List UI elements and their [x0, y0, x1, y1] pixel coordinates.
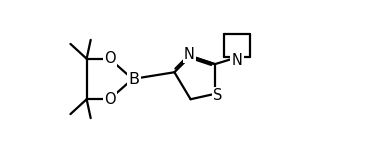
- Text: O: O: [104, 51, 115, 66]
- Text: N: N: [184, 47, 195, 62]
- Text: N: N: [232, 53, 242, 68]
- Text: B: B: [128, 72, 139, 86]
- Text: S: S: [213, 88, 222, 103]
- Text: O: O: [104, 92, 115, 107]
